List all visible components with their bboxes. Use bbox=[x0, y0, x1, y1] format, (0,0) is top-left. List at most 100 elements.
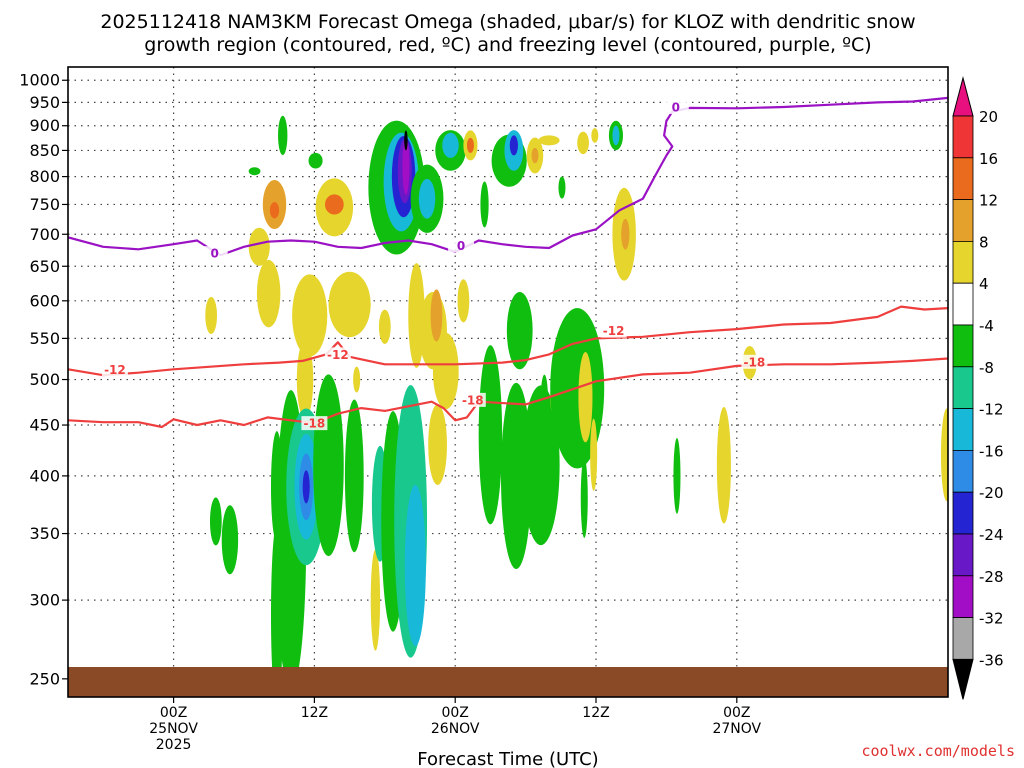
omega-cell bbox=[344, 399, 364, 553]
colorbar-band bbox=[952, 617, 974, 660]
x-tick-label: 2025 bbox=[156, 737, 192, 753]
colorbar-label: -12 bbox=[979, 401, 1004, 419]
omega-cell bbox=[480, 181, 489, 228]
x-tick-label: 00Z bbox=[160, 705, 187, 721]
omega-cell bbox=[428, 404, 447, 485]
omega-shading bbox=[205, 115, 948, 768]
omega-cell bbox=[248, 167, 261, 176]
omega-cell bbox=[442, 132, 459, 158]
y-tick-label: 750 bbox=[29, 195, 60, 214]
colorbar-label: 16 bbox=[979, 150, 998, 168]
omega-cell bbox=[308, 152, 323, 169]
colorbar-band bbox=[952, 199, 974, 242]
y-tick-label: 350 bbox=[29, 524, 60, 543]
colorbar-band bbox=[952, 240, 974, 284]
y-tick-label: 450 bbox=[29, 416, 60, 435]
colorbar-band bbox=[952, 491, 974, 535]
colorbar-extend-top bbox=[952, 76, 974, 117]
colorbar-label: 20 bbox=[979, 108, 998, 126]
colorbar-band bbox=[952, 366, 974, 409]
x-tick-label: 00Z bbox=[441, 705, 468, 721]
colorbar-band bbox=[952, 533, 974, 577]
colorbar-band bbox=[952, 449, 974, 493]
x-tick-label: 25NOV bbox=[149, 721, 198, 737]
omega-cell bbox=[418, 178, 436, 219]
contour-label-bg bbox=[459, 392, 486, 407]
y-tick-label: 500 bbox=[29, 370, 60, 389]
colorbar-label: -16 bbox=[979, 442, 1004, 460]
omega-cell bbox=[673, 438, 681, 514]
omega-cell bbox=[205, 296, 218, 335]
omega-cell bbox=[341, 754, 348, 768]
colorbar-band bbox=[952, 575, 974, 618]
omega-cell bbox=[577, 131, 589, 155]
y-tick-label: 550 bbox=[29, 329, 60, 348]
omega-cell bbox=[313, 374, 344, 557]
contour-label: -12 bbox=[603, 324, 625, 338]
omega-cell bbox=[578, 352, 593, 443]
chart-title-line1: 2025112418 NAM3KM Forecast Omega (shaded… bbox=[100, 11, 915, 33]
colorbar-label: -20 bbox=[979, 484, 1004, 502]
colorbar-band bbox=[952, 282, 974, 326]
colorbar-label: 12 bbox=[979, 192, 998, 210]
grid-lines bbox=[68, 67, 948, 697]
omega-cell bbox=[580, 458, 588, 538]
plot-frame bbox=[67, 66, 949, 698]
omega-cell bbox=[558, 176, 566, 199]
omega-cell bbox=[256, 259, 281, 328]
contour-label: -12 bbox=[327, 348, 349, 362]
omega-cell bbox=[221, 505, 239, 575]
chart-title-line2: growth region (contoured, red, ºC) and f… bbox=[144, 34, 871, 56]
colorbar-band bbox=[952, 408, 974, 451]
y-tick-label: 250 bbox=[29, 669, 60, 688]
omega-cell bbox=[370, 549, 381, 651]
y-tick-label: 700 bbox=[29, 225, 60, 244]
contour-label-bg bbox=[662, 99, 689, 114]
contour-label-bg bbox=[201, 246, 228, 261]
omega-cell bbox=[590, 418, 598, 491]
x-axis-label: Forecast Time (UTC) bbox=[417, 749, 598, 768]
y-tick-label: 400 bbox=[29, 466, 60, 485]
colorbar-label: -4 bbox=[979, 317, 994, 335]
omega-cell bbox=[292, 274, 328, 357]
colorbar-label: 4 bbox=[979, 275, 989, 293]
colorbar-extend-bottom bbox=[952, 658, 974, 700]
contour-label: -18 bbox=[304, 417, 326, 431]
omega-cell bbox=[209, 497, 222, 546]
omega-cell bbox=[621, 218, 630, 250]
omega-cell bbox=[404, 130, 408, 151]
contour-label: -12 bbox=[104, 363, 126, 377]
x-tick-label: 12Z bbox=[582, 705, 609, 721]
omega-cell bbox=[506, 291, 533, 370]
contour-label-bg bbox=[301, 416, 328, 431]
contour-label: -18 bbox=[462, 393, 484, 407]
contour-line bbox=[68, 305, 948, 377]
omega-cell bbox=[432, 332, 459, 410]
contour-label-bg bbox=[324, 347, 351, 362]
contour-label: 0 bbox=[210, 247, 218, 261]
credit-text: coolwx.com/models bbox=[861, 742, 1015, 760]
omega-cell bbox=[409, 537, 422, 621]
omega-cell bbox=[531, 147, 539, 164]
y-tick-label: 1000 bbox=[19, 71, 60, 90]
omega-cell bbox=[591, 128, 599, 143]
omega-cell bbox=[509, 135, 518, 156]
colorbar: 20 16 12 8 4 -4 -8 -12 -16 -20 -24 -28 -32 -36 bbox=[952, 76, 1004, 700]
colorbar-label: -32 bbox=[979, 610, 1004, 628]
colorbar-label: -28 bbox=[979, 568, 1004, 586]
contour-label: 0 bbox=[672, 100, 680, 114]
omega-cell bbox=[302, 470, 310, 504]
colorbar-label: -24 bbox=[979, 526, 1004, 544]
y-axis: 250 300 350 400 450 500 550 600 650 700 750 800 850 9… bbox=[19, 71, 68, 688]
omega-cell bbox=[538, 135, 560, 146]
ground-terrain bbox=[68, 667, 948, 697]
y-tick-label: 800 bbox=[29, 167, 60, 186]
contour-label-bg bbox=[741, 354, 768, 369]
contour-line bbox=[68, 357, 948, 429]
y-tick-label: 650 bbox=[29, 257, 60, 276]
omega-cell bbox=[478, 345, 503, 525]
x-tick-label: 12Z bbox=[301, 705, 328, 721]
y-tick-label: 900 bbox=[29, 116, 60, 135]
omega-cell bbox=[269, 202, 280, 219]
